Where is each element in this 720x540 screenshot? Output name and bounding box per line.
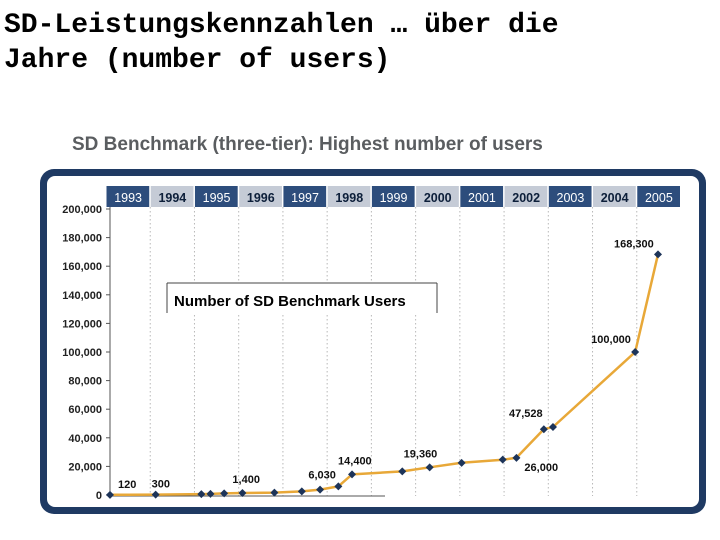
y-tick-label: 120,000 xyxy=(62,318,102,330)
y-tick-label: 80,000 xyxy=(68,376,102,388)
year-header-cell-1999 xyxy=(371,186,415,207)
data-point xyxy=(238,488,247,497)
data-point xyxy=(220,489,229,498)
year-label-2005: 2005 xyxy=(645,191,673,205)
year-label-1996: 1996 xyxy=(247,191,275,205)
slide-title-line-1: SD-Leistungskennzahlen … über die xyxy=(4,10,559,41)
data-point xyxy=(457,458,466,467)
slide-title-line-2: Jahre (number of users) xyxy=(4,45,391,76)
data-label: 168,300 xyxy=(614,238,654,250)
data-label: 6,030 xyxy=(308,469,336,481)
data-point xyxy=(539,425,548,434)
data-label: 47,528 xyxy=(509,408,543,420)
chart-heading: SD Benchmark (three-tier): Highest numbe… xyxy=(72,134,543,155)
data-point xyxy=(631,348,640,356)
data-point xyxy=(334,482,343,491)
data-point xyxy=(197,490,206,499)
y-tick-label: 140,000 xyxy=(62,290,102,302)
y-tick-label: 60,000 xyxy=(68,404,102,416)
year-label-1993: 1993 xyxy=(114,191,142,205)
year-label-2004: 2004 xyxy=(601,191,629,205)
year-label-1997: 1997 xyxy=(291,191,319,205)
year-label-2001: 2001 xyxy=(468,191,496,205)
data-point xyxy=(398,467,407,476)
year-label-1999: 1999 xyxy=(380,191,408,205)
year-label-1998: 1998 xyxy=(335,191,363,205)
year-header-cell-1997 xyxy=(283,186,327,207)
y-tick-label: 40,000 xyxy=(68,433,102,445)
year-header-cell-1996 xyxy=(239,186,282,207)
data-label: 14,400 xyxy=(338,455,372,467)
data-point xyxy=(548,423,557,432)
year-header-cell-2000 xyxy=(416,186,459,207)
year-label-1995: 1995 xyxy=(203,191,231,205)
y-tick-label: 20,000 xyxy=(68,461,102,473)
slide-title: SD-Leistungskennzahlen … über die Jahre (… xyxy=(4,8,704,78)
year-header-cell-2002 xyxy=(504,186,548,207)
inner-chart-title: Number of SD Benchmark Users xyxy=(174,293,406,310)
data-point xyxy=(106,490,114,499)
y-tick-label: 180,000 xyxy=(62,233,102,245)
year-label-2000: 2000 xyxy=(424,191,452,205)
y-tick-label: 200,000 xyxy=(62,204,102,216)
data-point xyxy=(151,490,160,499)
data-point xyxy=(348,470,357,479)
data-label: 19,360 xyxy=(404,448,438,460)
year-label-1994: 1994 xyxy=(158,191,186,205)
year-label-2003: 2003 xyxy=(557,191,585,205)
year-header-cell-1994 xyxy=(150,186,194,207)
year-header-cell-2003 xyxy=(548,186,592,207)
y-tick-label: 100,000 xyxy=(62,347,102,359)
year-header-cell-2001 xyxy=(460,186,504,207)
data-point xyxy=(654,250,662,259)
data-point xyxy=(316,485,325,494)
inner-title-box xyxy=(167,283,437,313)
year-header-cell-2005 xyxy=(637,186,680,207)
data-label: 26,000 xyxy=(524,462,558,474)
data-point xyxy=(270,488,279,497)
data-point xyxy=(512,453,521,462)
data-label: 300 xyxy=(152,479,170,491)
data-label: 120 xyxy=(118,479,136,491)
data-label: 100,000 xyxy=(591,334,631,346)
y-tick-label: 0 xyxy=(96,490,102,502)
year-header-cell-1995 xyxy=(194,186,238,207)
year-header-cell-1998 xyxy=(327,186,371,207)
data-label: 1,400 xyxy=(232,474,260,486)
chart-panel xyxy=(47,176,699,507)
data-point xyxy=(425,463,434,472)
data-point xyxy=(297,487,306,496)
year-header-cell-2004 xyxy=(593,186,636,207)
data-point xyxy=(206,489,215,498)
year-header-cell-1993 xyxy=(106,186,150,207)
y-tick-label: 160,000 xyxy=(62,261,102,273)
data-point xyxy=(498,455,507,464)
year-label-2002: 2002 xyxy=(512,191,540,205)
